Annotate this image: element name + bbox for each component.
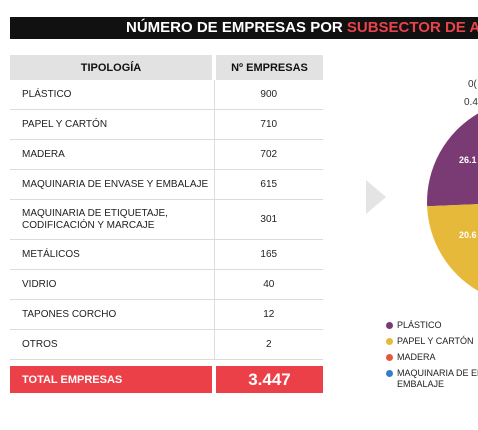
- row-value: 710: [213, 109, 323, 140]
- pie-slice-label: 26.1: [459, 155, 477, 165]
- row-value: 615: [213, 169, 323, 200]
- row-value: 301: [213, 199, 323, 240]
- pie-slice-label: 20.6: [459, 230, 477, 240]
- total-value: 3.447: [212, 366, 323, 393]
- legend-swatch: [386, 338, 393, 345]
- row-value: 12: [213, 299, 323, 330]
- legend-label: PLÁSTICO: [397, 320, 442, 330]
- pie-top-label: 0(: [468, 79, 477, 90]
- row-label-multiline: MAQUINARIA DE ETIQUETAJE, CODIFICACIÓN Y …: [10, 199, 214, 240]
- table-row: TAPONES CORCHO 12: [10, 299, 323, 330]
- legend-label: MADERA: [397, 352, 436, 362]
- pie-slice-papel: [427, 204, 478, 291]
- table-row: PAPEL Y CARTÓN 710: [10, 109, 323, 140]
- pie-slice-plastico: [427, 113, 478, 207]
- row-label-line-2: CODIFICACIÓN Y MARCAJE: [22, 219, 155, 231]
- row-value: 40: [213, 269, 323, 300]
- legend-item: MADERA: [386, 352, 478, 363]
- legend-item: PLÁSTICO: [386, 320, 478, 331]
- row-value: 900: [213, 80, 323, 110]
- table-row: VIDRIO 40: [10, 269, 323, 300]
- table-row: MADERA 702: [10, 139, 323, 170]
- row-label-line-1: MAQUINARIA DE ETIQUETAJE,: [22, 207, 168, 219]
- header-tipologia: TIPOLOGÍA: [10, 55, 216, 80]
- pie-top-label: 0.4: [464, 97, 478, 108]
- row-label: OTROS: [10, 329, 214, 360]
- legend-label-line-2: EMBALAJE: [397, 379, 445, 389]
- companies-table: TIPOLOGÍA Nº EMPRESAS PLÁSTICO 900 PAPEL…: [10, 55, 323, 393]
- row-label: MAQUINARIA DE ENVASE Y EMBALAJE: [10, 169, 214, 200]
- arrow-right-icon: [366, 180, 386, 214]
- table-row: MAQUINARIA DE ETIQUETAJE, CODIFICACIÓN Y …: [10, 199, 323, 240]
- row-label: PAPEL Y CARTÓN: [10, 109, 214, 140]
- row-value: 2: [213, 329, 323, 360]
- row-value: 702: [213, 139, 323, 170]
- legend-item: MAQUINARIA DE ENVAEMBALAJE: [386, 368, 478, 390]
- legend-swatch: [386, 354, 393, 361]
- header-num-empresas: Nº EMPRESAS: [214, 55, 323, 80]
- total-row: TOTAL EMPRESAS 3.447: [10, 366, 323, 393]
- row-value: 165: [213, 239, 323, 270]
- legend-swatch: [386, 370, 393, 377]
- legend-label: MAQUINARIA DE ENVA: [397, 368, 478, 378]
- infographic-title: NÚMERO DE EMPRESAS POR SUBSECTOR DE A: [10, 17, 478, 39]
- title-part-1: NÚMERO DE EMPRESAS POR: [126, 19, 347, 36]
- legend-swatch: [386, 322, 393, 329]
- title-part-2-highlight: SUBSECTOR DE A: [346, 19, 478, 36]
- table-row: METÁLICOS 165: [10, 239, 323, 270]
- table-row: PLÁSTICO 900: [10, 80, 323, 110]
- legend-item: PAPEL Y CARTÓN: [386, 336, 478, 347]
- title-text: NÚMERO DE EMPRESAS POR SUBSECTOR DE A: [126, 17, 478, 39]
- row-label: VIDRIO: [10, 269, 214, 300]
- row-label: MADERA: [10, 139, 214, 170]
- legend-label: PAPEL Y CARTÓN: [397, 336, 474, 346]
- row-label: TAPONES CORCHO: [10, 299, 214, 330]
- table-row: OTROS 2: [10, 329, 323, 360]
- table-row: MAQUINARIA DE ENVASE Y EMBALAJE 615: [10, 169, 323, 200]
- total-label: TOTAL EMPRESAS: [10, 366, 214, 393]
- pie-legend: PLÁSTICO PAPEL Y CARTÓN MADERA MAQUINARI…: [386, 320, 478, 395]
- row-label: PLÁSTICO: [10, 80, 214, 110]
- row-label: METÁLICOS: [10, 239, 214, 270]
